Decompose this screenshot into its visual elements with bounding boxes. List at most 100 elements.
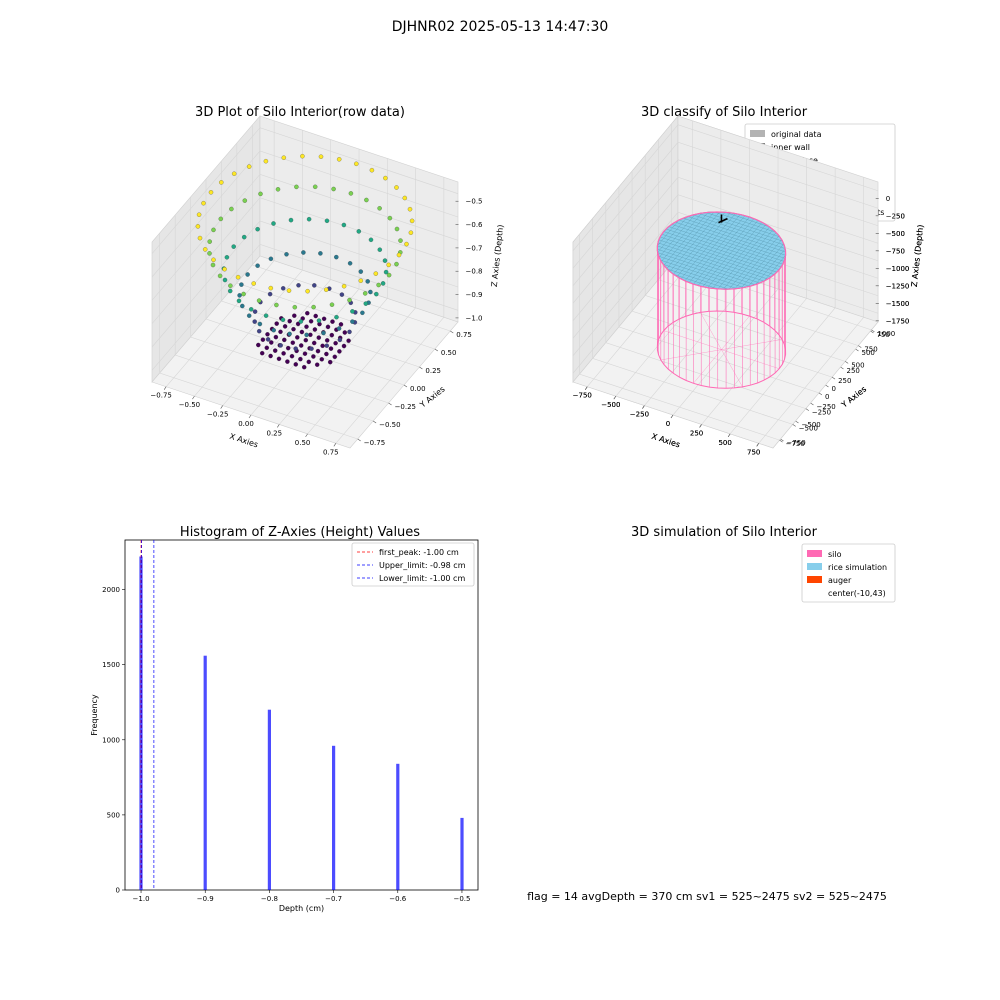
scatter-point xyxy=(320,343,325,349)
scatter-point xyxy=(305,310,310,316)
scatter-point xyxy=(259,350,265,356)
p1-grid-z xyxy=(151,150,459,278)
scatter-point xyxy=(318,251,323,256)
scatter-point xyxy=(315,348,321,354)
scatter-point xyxy=(285,359,290,364)
p2-ztick-label: −1000 xyxy=(886,265,910,273)
histogram-bar xyxy=(139,556,143,890)
scatter-point xyxy=(292,304,298,310)
scatter-point xyxy=(339,292,345,297)
scatter-point xyxy=(312,184,318,190)
p4-surface-mesh-line xyxy=(687,216,786,249)
scatter-point xyxy=(236,298,242,304)
scatter-point xyxy=(228,283,233,288)
scatter-point xyxy=(296,283,301,288)
p1-grid-x xyxy=(335,177,445,444)
p4-surface-mesh-line xyxy=(660,259,744,288)
p1-ytick-mark xyxy=(372,420,377,424)
p1-ytick-label: −0.75 xyxy=(364,439,385,447)
p1-xtick-label: −0.75 xyxy=(150,392,171,400)
p1-ytick-label: 0.25 xyxy=(425,367,441,375)
scatter-point xyxy=(337,337,343,343)
scatter-point xyxy=(197,235,203,241)
p1-grid-x xyxy=(279,158,388,425)
p1-ytick-label: −0.50 xyxy=(379,421,400,429)
p4-surface-mesh-line xyxy=(660,236,775,275)
scatter-point xyxy=(281,155,287,160)
p4-surface-mesh-line xyxy=(657,242,768,280)
p4-xtick-label: −750 xyxy=(573,392,592,400)
p2-ytick-mark xyxy=(855,348,859,352)
panel3-histogram: −1.0 −0.9 −0.8 −0.7 −0.6 −0.5 0 500 1000 1500 2000… xyxy=(90,539,479,913)
p1-ytick-label: −0.25 xyxy=(395,403,416,411)
scatter-point xyxy=(342,330,348,335)
scatter-point xyxy=(260,337,266,342)
scatter-point xyxy=(287,318,292,324)
scatter-point xyxy=(256,298,262,303)
scatter-point xyxy=(336,326,342,331)
scatter-point xyxy=(347,329,352,335)
p4-ytick-label: −250 xyxy=(812,409,831,417)
p2-ytick-label: −500 xyxy=(802,421,821,429)
scatter-point xyxy=(331,186,336,192)
p4-xtick-label: −250 xyxy=(630,411,649,419)
scatter-point xyxy=(368,289,373,295)
scatter-point xyxy=(323,287,329,292)
p1-ztick-label: −0.6 xyxy=(466,221,484,229)
p4-xtick-mark xyxy=(613,395,617,400)
p2-ytick-mark xyxy=(840,366,844,370)
scatter-point xyxy=(274,321,279,326)
scatter-point xyxy=(298,343,304,348)
p1-grid-x xyxy=(165,120,275,387)
status-footer: flag = 14 avgDepth = 370 cm sv1 = 525~24… xyxy=(527,890,887,903)
p1-grid-y xyxy=(174,215,374,422)
p4-ytick-mark xyxy=(831,376,836,380)
p4-xtick-label: 750 xyxy=(747,448,760,456)
p2-ztick-label: −750 xyxy=(886,247,905,255)
scatter-point xyxy=(341,283,347,289)
p4-ztick-label: −750 xyxy=(886,247,905,255)
scatter-point xyxy=(311,354,316,359)
scatter-point xyxy=(222,266,227,272)
p4-surface-mesh-line xyxy=(683,217,786,253)
scatter-point xyxy=(252,309,258,314)
p4-legend-label: silo xyxy=(828,550,842,559)
scatter-point xyxy=(356,229,362,234)
scatter-point xyxy=(358,269,364,274)
p2-xtick-label: −500 xyxy=(601,401,620,409)
scatter-point xyxy=(302,351,308,356)
p1-ytick-label: 0.00 xyxy=(410,385,426,393)
p2-ytick-mark xyxy=(870,330,874,334)
panel1-title: 3D Plot of Silo Interior(row data) xyxy=(195,105,405,120)
scatter-point xyxy=(195,224,201,229)
scatter-point xyxy=(217,273,223,279)
scatter-point xyxy=(282,324,288,329)
p3-xtick-label: −0.7 xyxy=(325,895,342,903)
scatter-point xyxy=(227,288,233,294)
scatter-point xyxy=(263,313,269,318)
p4-grid-x xyxy=(729,167,836,435)
scatter-point xyxy=(346,338,351,343)
panel3-title: Histogram of Z-Axies (Height) Values xyxy=(180,525,420,540)
scatter-point xyxy=(252,319,257,324)
scatter-point xyxy=(402,195,408,201)
scatter-point xyxy=(258,191,263,197)
p1-xtick-label: 0.00 xyxy=(238,420,254,428)
scatter-point xyxy=(332,354,338,360)
p4-ylabel: Y Axies xyxy=(839,385,868,411)
p1-grid-z xyxy=(151,220,459,348)
p4-ztick-label: 0 xyxy=(886,195,890,203)
p4-surface-mesh-line xyxy=(671,224,785,262)
scatter-point xyxy=(293,346,298,351)
scatter-point xyxy=(373,271,379,276)
scatter-point xyxy=(408,230,414,235)
figure-title: DJHNR02 2025-05-13 14:47:30 xyxy=(392,19,609,35)
scatter-point xyxy=(404,241,409,247)
p2-ytick-mark xyxy=(795,420,799,424)
scatter-point xyxy=(303,337,309,343)
p1-xtick-mark xyxy=(333,443,337,447)
scatter-point xyxy=(293,362,299,367)
scatter-point xyxy=(308,319,314,324)
scatter-point xyxy=(358,278,364,283)
p4-xtick-mark xyxy=(699,424,702,428)
